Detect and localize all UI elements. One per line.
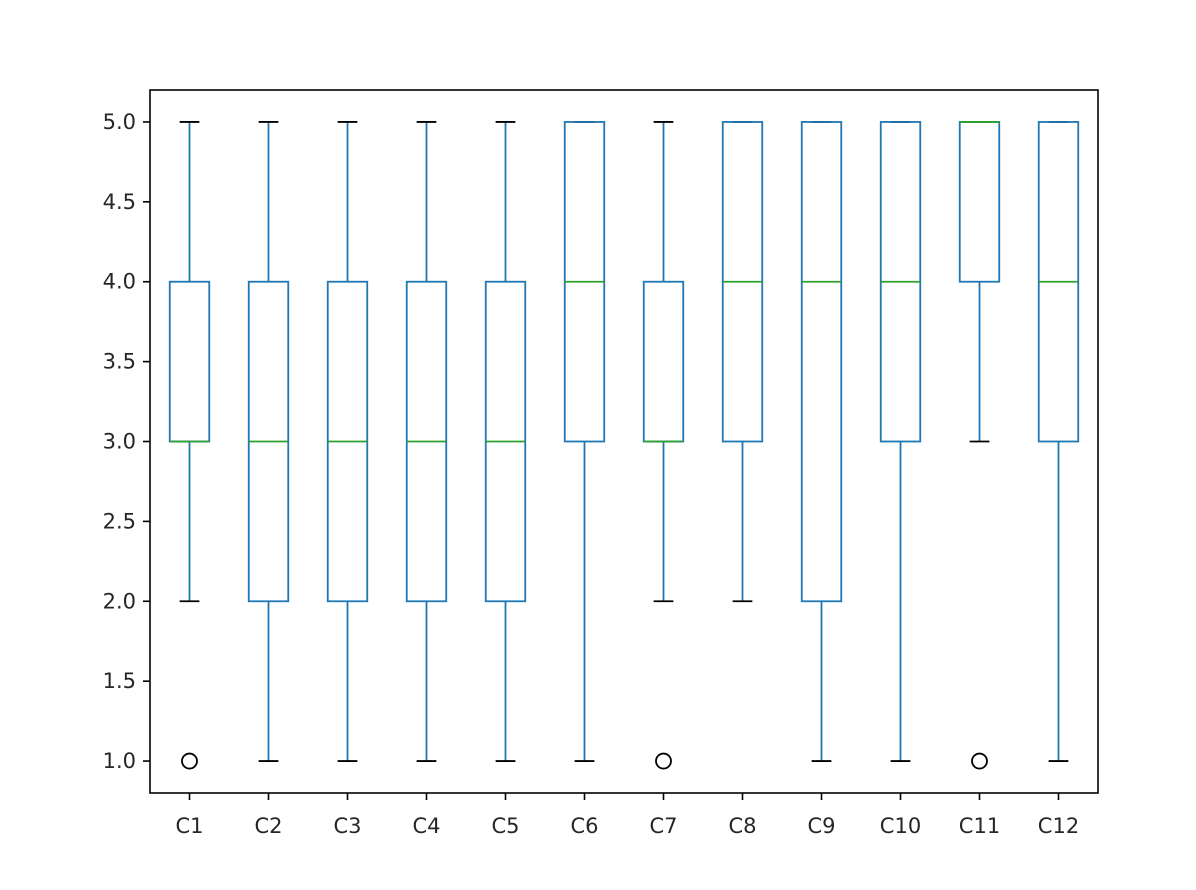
box-group-c11 — [958, 121, 1001, 770]
box-group-c1 — [168, 121, 211, 770]
y-axis: 1.0 1.5 2.0 2.5 3.0 3.5 4.0 4.5 5.0 — [103, 110, 150, 773]
box-group-c2 — [247, 121, 290, 762]
box-group-c9 — [800, 121, 843, 762]
y-tick-label: 5.0 — [103, 110, 136, 134]
outlier-point — [655, 752, 672, 770]
box-group-c5 — [484, 121, 527, 762]
box-iqr — [800, 121, 843, 603]
y-tick-label: 2.5 — [103, 509, 136, 533]
x-tick-label: C4 — [412, 814, 440, 838]
box-iqr — [642, 280, 685, 443]
y-tick-label: 4.5 — [103, 190, 136, 214]
x-tick-label: C9 — [807, 814, 835, 838]
x-tick-label: C6 — [570, 814, 598, 838]
box-iqr — [958, 121, 1001, 283]
box-group-c3 — [326, 121, 369, 762]
outlier-point — [971, 752, 988, 770]
x-tick-label: C11 — [959, 814, 1000, 838]
boxes-layer — [168, 121, 1080, 770]
box-group-c10 — [879, 121, 922, 762]
y-tick-label: 1.0 — [103, 749, 136, 773]
x-tick-label: C8 — [728, 814, 756, 838]
box-group-c12 — [1037, 121, 1080, 762]
x-tick-label: C5 — [491, 814, 519, 838]
x-tick-label: C12 — [1038, 814, 1079, 838]
y-tick-label: 1.5 — [103, 669, 136, 693]
y-tick-label: 3.5 — [103, 350, 136, 374]
box-group-c4 — [405, 121, 448, 762]
y-tick-label: 2.0 — [103, 589, 136, 613]
y-tick-label: 3.0 — [103, 430, 136, 454]
x-axis: C1 C2 C3 C4 C5 C6 C7 C8 C9 C10 C11 C12 — [175, 793, 1079, 838]
y-tick-label: 4.0 — [103, 270, 136, 294]
x-tick-label: C1 — [175, 814, 203, 838]
outlier-point — [181, 752, 198, 770]
box-group-c6 — [563, 121, 606, 762]
plot-frame — [149, 89, 1099, 794]
box-group-c7 — [642, 121, 685, 770]
box-iqr — [168, 280, 211, 443]
x-tick-label: C3 — [333, 814, 361, 838]
x-tick-label: C10 — [880, 814, 921, 838]
x-tick-label: C2 — [254, 814, 282, 838]
x-tick-label: C7 — [649, 814, 677, 838]
box-group-c8 — [721, 121, 764, 603]
